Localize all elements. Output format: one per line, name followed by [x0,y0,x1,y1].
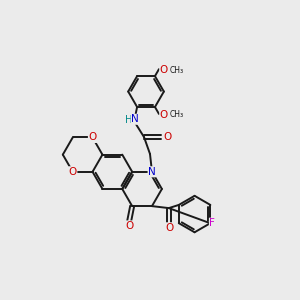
Text: O: O [164,132,172,142]
Text: O: O [160,110,168,120]
Text: H: H [124,115,132,125]
Text: F: F [209,218,215,228]
Text: O: O [166,223,174,233]
Text: O: O [69,167,77,177]
Text: N: N [131,114,139,124]
Text: CH₃: CH₃ [170,66,184,75]
Text: O: O [88,133,97,142]
Text: N: N [148,167,156,177]
Text: O: O [160,65,168,75]
Text: CH₃: CH₃ [170,110,184,119]
Text: O: O [125,221,133,231]
